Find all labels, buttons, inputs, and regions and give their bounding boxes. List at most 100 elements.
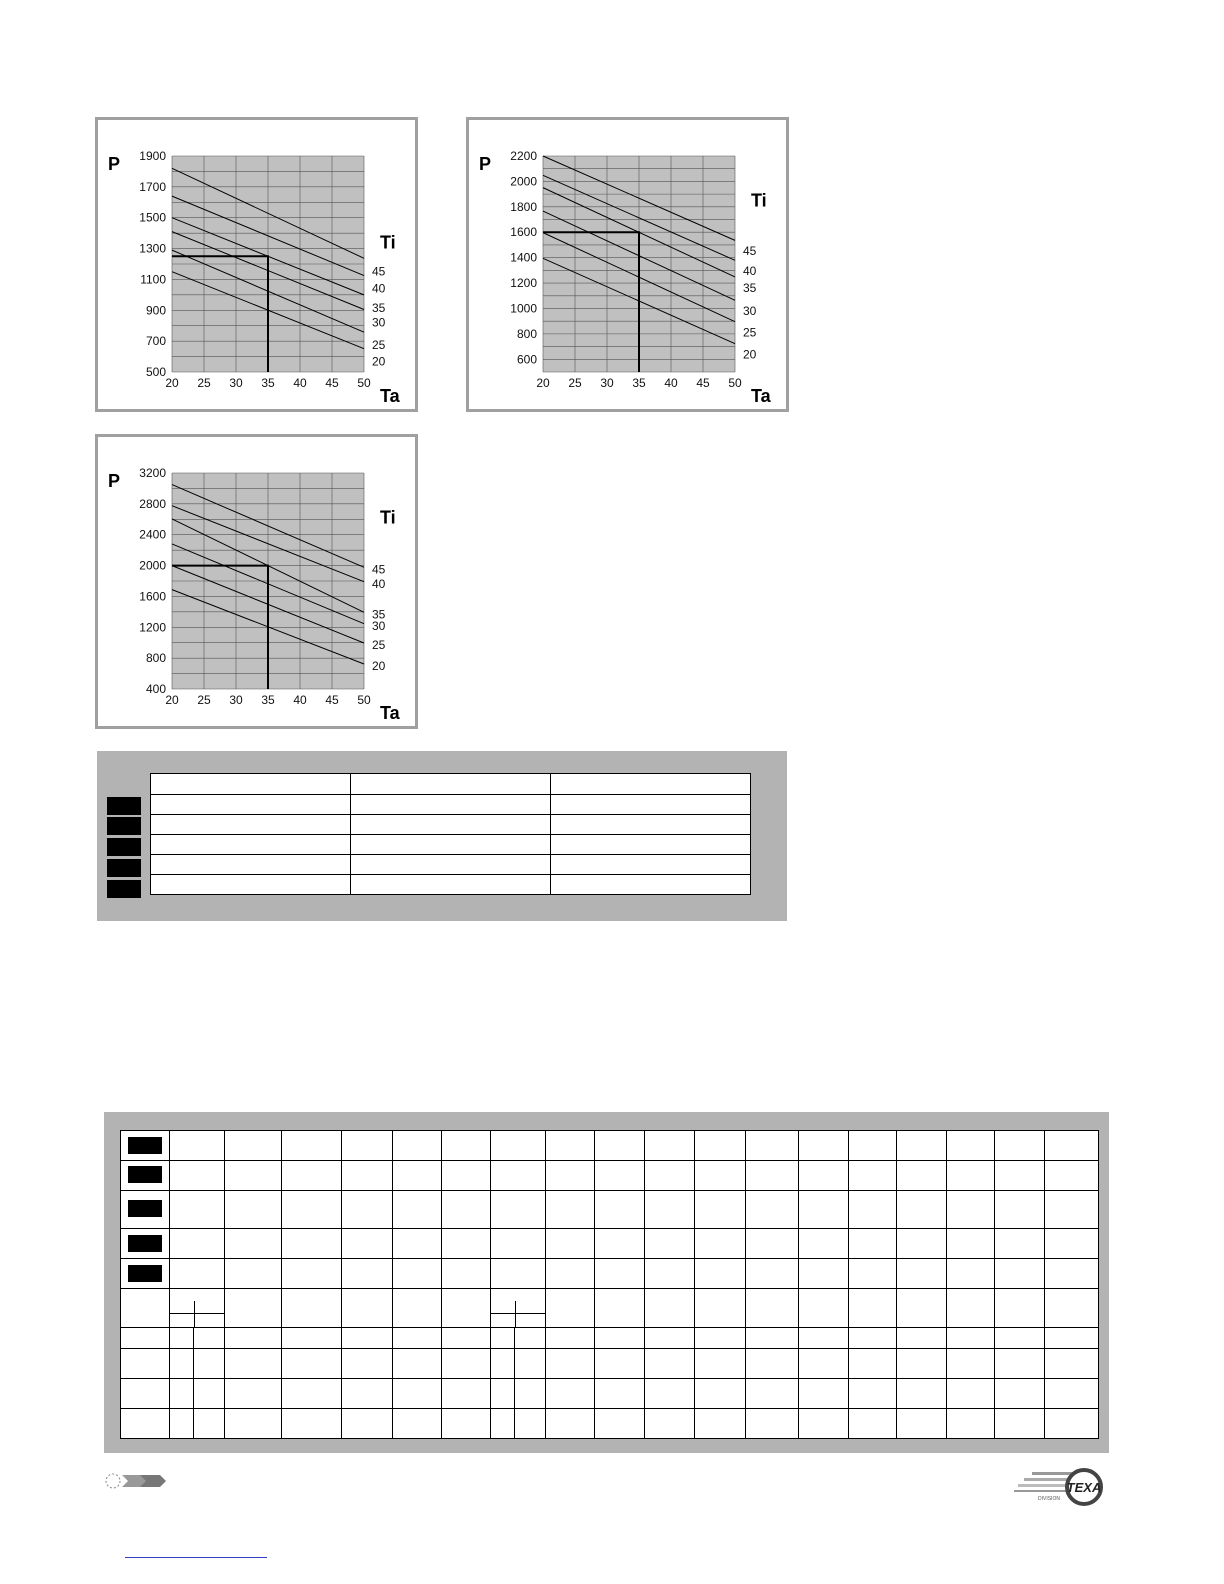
table-cell [798,1190,849,1229]
row-marker [128,1235,162,1252]
table-cell [644,1190,695,1229]
table-cell [392,1190,442,1229]
table-cell [550,814,751,835]
y-axis-label: P [479,154,491,174]
table-cell [896,1408,947,1439]
x-axis-label: Ta [380,703,401,723]
table-cell [644,1258,695,1289]
reference-line [172,255,269,372]
table-1 [150,773,751,895]
table-cell [994,1408,1045,1439]
x-tick-label: 30 [600,376,614,390]
table-cell [224,1348,282,1379]
table-row [150,773,751,795]
series-line-ti-45 [171,484,365,568]
row-marker [107,859,141,877]
series-label: 30 [372,619,386,633]
table-cell [545,1348,595,1379]
table-cell [994,1160,1045,1191]
table-cell [545,1408,595,1439]
y-tick-label: 900 [146,303,166,317]
table-cell [120,1327,170,1349]
table-cell [644,1327,695,1349]
table-cell [644,1348,695,1379]
table-cell [745,1348,799,1379]
table-cell [281,1348,342,1379]
table-cell [550,773,751,795]
row-marker [128,1265,162,1282]
table-cell [224,1327,282,1349]
table-cell [341,1327,393,1349]
table-cell [169,1258,225,1289]
x-tick-label: 35 [261,693,275,707]
y-tick-label: 2200 [510,149,537,163]
y-axis-label: P [108,154,120,174]
y-tick-label: 500 [146,365,166,379]
table-row [120,1348,1099,1379]
table-cell [392,1258,442,1289]
texa-logo-sub: DIVISION [1038,1496,1060,1502]
x-tick-label: 50 [728,376,742,390]
chart-1: 20 25 30 35 40 45 50 500 700 900 1100 1300 1500 1700 1… [95,117,418,412]
table-cell [545,1228,595,1259]
series-label: 35 [372,301,386,315]
table-row [120,1130,1099,1161]
row-marker [128,1166,162,1183]
table-cell [798,1228,849,1259]
y-tick-label: 1500 [139,211,166,225]
table-cell [441,1228,491,1259]
table-2 [120,1130,1099,1439]
table-cell [594,1130,645,1161]
table-cell [441,1288,491,1328]
table-cell [896,1130,947,1161]
table-cell [896,1190,947,1229]
y-tick-label: 400 [146,682,166,696]
table-cell [994,1190,1045,1229]
table-cell [281,1288,342,1328]
table-cell [946,1160,995,1191]
series-label: 45 [372,563,386,577]
y-tick-label: 800 [146,651,166,665]
y-tick-label: 2000 [510,174,537,188]
table-cell [441,1130,491,1161]
table-cell [694,1160,746,1191]
table-cell [946,1378,995,1409]
table-cell [594,1228,645,1259]
table-cell [946,1408,995,1439]
y-tick-label: 700 [146,334,166,348]
table-cell [441,1408,491,1439]
table-cell [644,1160,695,1191]
table-cell [798,1160,849,1191]
table-cell [594,1258,645,1289]
table-cell [798,1348,849,1379]
table-cell [341,1160,393,1191]
table-cell [694,1408,746,1439]
table-cell [281,1160,342,1191]
series-label: 35 [743,281,757,295]
legend-title: Ti [380,507,396,527]
table-cell [150,794,351,815]
table-cell [594,1408,645,1439]
table-cell [798,1378,849,1409]
table-cell [994,1378,1045,1409]
table-cell [281,1130,342,1161]
table-cell [946,1327,995,1349]
table-cell [594,1288,645,1328]
series-line-ti-45 [542,155,736,241]
table-cell [281,1408,342,1439]
table-cell [1044,1408,1099,1439]
table-cell [281,1228,342,1259]
table-cell [896,1378,947,1409]
table-cell [946,1228,995,1259]
table-cell [120,1378,170,1409]
table-cell [745,1228,799,1259]
table-cell [994,1130,1045,1161]
table-cell [994,1348,1045,1379]
table-cell [1044,1348,1099,1379]
reference-line [543,231,640,372]
y-tick-label: 1200 [139,620,166,634]
table-cell [120,1288,170,1328]
series-line-ti-40 [542,174,736,261]
table-cell [490,1327,515,1349]
series-line-ti-40 [171,195,365,277]
